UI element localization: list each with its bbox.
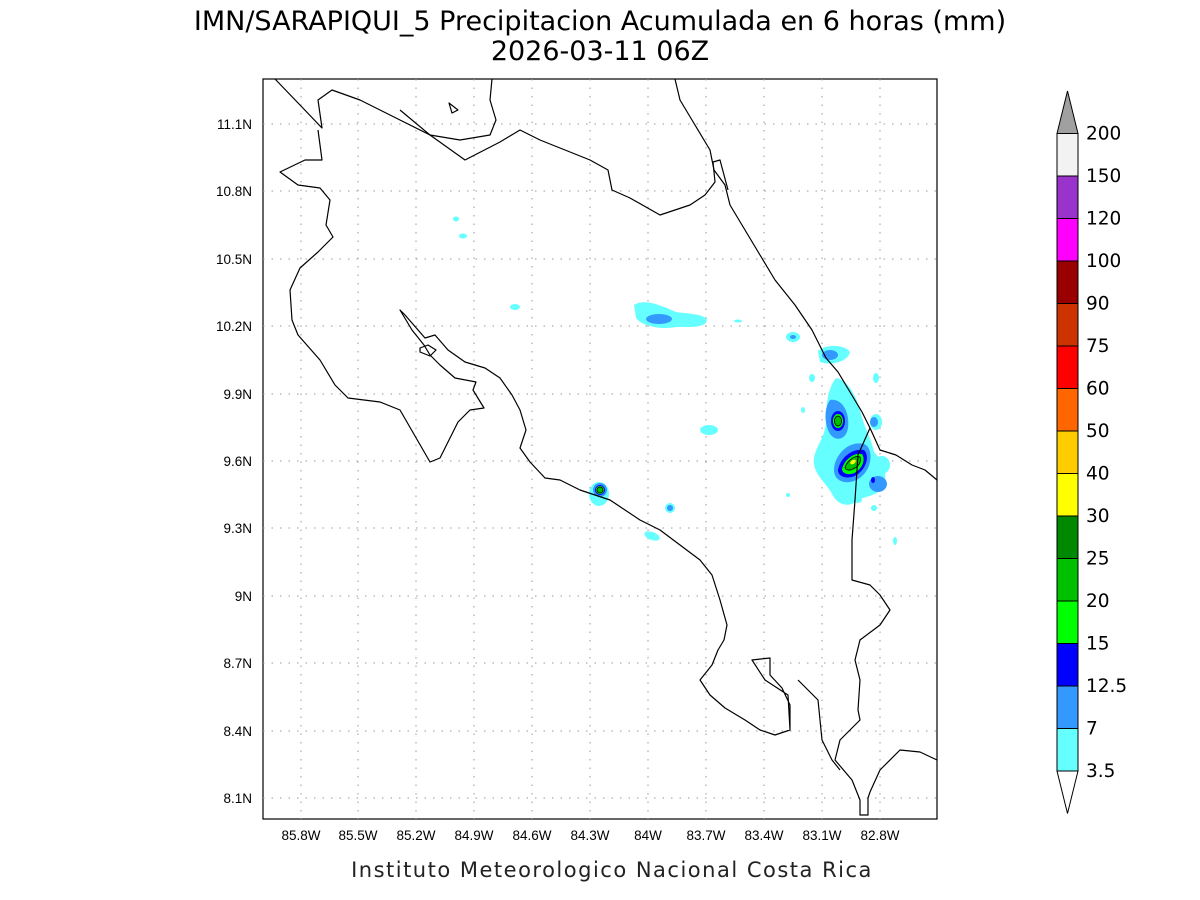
coastlines-and-borders [274, 78, 938, 816]
y-axis-labels: 11.1N 10.8N 10.5N 10.2N 9.9N 9.6N 9.3N 9… [216, 117, 252, 806]
colorbar-legend: 200 150 120 100 90 75 60 50 40 30 25 20 15 12.5 7 3.5 [1056, 90, 1127, 814]
colorbar-label: 50 [1086, 421, 1110, 442]
colorbar-swatch [1056, 515, 1079, 559]
x-tick-label: 83.7W [686, 828, 725, 843]
panama-border [834, 427, 891, 816]
precip-cell [734, 319, 742, 323]
colorbar-top-arrow [1056, 90, 1079, 134]
x-tick-label: 83.1W [802, 828, 841, 843]
y-tick-label: 9.9N [223, 387, 252, 402]
plot-area [262, 78, 938, 820]
precip-cell [871, 505, 877, 511]
colorbar-swatch [1056, 175, 1079, 219]
y-tick-label: 9N [235, 589, 252, 604]
colorbar-label: 30 [1086, 506, 1110, 527]
san-juan-river [399, 109, 729, 216]
colorbar-swatch [1056, 728, 1079, 772]
colorbar-label: 7 [1086, 719, 1098, 740]
precip-cell [870, 417, 878, 427]
precip-cell [893, 537, 897, 545]
lake-nicaragua-shore [274, 78, 497, 141]
panama-pacific-coast [869, 749, 938, 793]
colorbar-swatch [1056, 218, 1079, 262]
x-tick-label: 84.3W [570, 828, 609, 843]
precip-cell [801, 407, 805, 413]
colorbar-swatch [1056, 133, 1079, 177]
precipitation-field [453, 216, 897, 545]
precip-cell [874, 456, 890, 474]
nicoya-gulf [419, 344, 437, 357]
precip-cell [510, 304, 520, 310]
precip-cell [646, 314, 672, 324]
colorbar-label: 3.5 [1086, 761, 1115, 782]
x-tick-label: 85.2W [396, 828, 435, 843]
y-tick-label: 8.4N [223, 724, 252, 739]
precip-cell [809, 374, 815, 382]
colorbar-label: 25 [1086, 549, 1110, 570]
colorbar-label: 200 [1086, 124, 1121, 145]
y-tick-label: 10.8N [216, 184, 252, 199]
precip-cell [596, 486, 604, 494]
precip-cell [850, 459, 856, 465]
colorbar-swatch [1056, 473, 1079, 517]
x-tick-label: 85.8W [281, 828, 320, 843]
precip-cell [871, 477, 875, 483]
golfo-dulce [797, 679, 841, 771]
caribbean-coast [674, 78, 938, 481]
map-date: 2026-03-11 06Z [491, 36, 709, 67]
precip-cell [854, 497, 862, 503]
precip-cell [834, 415, 842, 427]
colorbar-swatch [1056, 600, 1079, 644]
colorbar-label: 60 [1086, 379, 1110, 400]
colorbar-label: 15 [1086, 634, 1110, 655]
colorbar-label: 90 [1086, 294, 1110, 315]
colorbar-label: 20 [1086, 591, 1110, 612]
precip-cell [873, 373, 879, 383]
footer-credit: Instituto Meteorologico Nacional Costa R… [351, 858, 873, 882]
y-tick-label: 10.2N [216, 319, 252, 334]
precip-cell [667, 505, 673, 511]
precip-cell [790, 335, 796, 339]
colorbar-label: 150 [1086, 166, 1121, 187]
precip-cell [700, 425, 718, 435]
colorbar-swatch [1056, 430, 1079, 474]
precip-cell [786, 493, 790, 497]
y-tick-label: 8.1N [223, 791, 252, 806]
x-tick-label: 85.5W [338, 828, 377, 843]
y-tick-label: 9.6N [223, 454, 252, 469]
x-axis-labels: 85.8W 85.5W 85.2W 84.9W 84.6W 84.3W 84W … [281, 828, 899, 843]
nicaragua-border [279, 129, 791, 736]
y-tick-label: 8.7N [223, 656, 252, 671]
colorbar-swatch [1056, 388, 1079, 432]
colorbar-swatch [1056, 643, 1079, 687]
colorbar-label: 40 [1086, 464, 1110, 485]
precip-cell [644, 531, 660, 541]
map-title: IMN/SARAPIQUI_5 Precipitacion Acumulada … [194, 6, 1006, 37]
colorbar-bottom-arrow [1056, 770, 1079, 814]
x-tick-label: 84.9W [454, 828, 493, 843]
colorbar-label: 100 [1086, 251, 1121, 272]
precip-cell [459, 233, 467, 239]
y-tick-label: 10.5N [216, 252, 252, 267]
lake-island [448, 102, 459, 114]
precip-cell [453, 216, 459, 222]
x-tick-label: 84W [634, 828, 662, 843]
colorbar-swatch [1056, 685, 1079, 729]
colorbar-label: 12.5 [1086, 676, 1127, 697]
colorbar-label: 120 [1086, 209, 1121, 230]
x-tick-label: 82.8W [860, 828, 899, 843]
colorbar-swatch [1056, 303, 1079, 347]
colorbar-swatch [1056, 260, 1079, 304]
x-tick-label: 84.6W [512, 828, 551, 843]
y-tick-label: 11.1N [217, 117, 252, 132]
colorbar-label: 75 [1086, 336, 1110, 357]
colorbar-swatch [1056, 558, 1079, 602]
colorbar-swatch [1056, 345, 1079, 389]
x-tick-label: 83.4W [744, 828, 783, 843]
y-tick-label: 9.3N [223, 521, 252, 536]
